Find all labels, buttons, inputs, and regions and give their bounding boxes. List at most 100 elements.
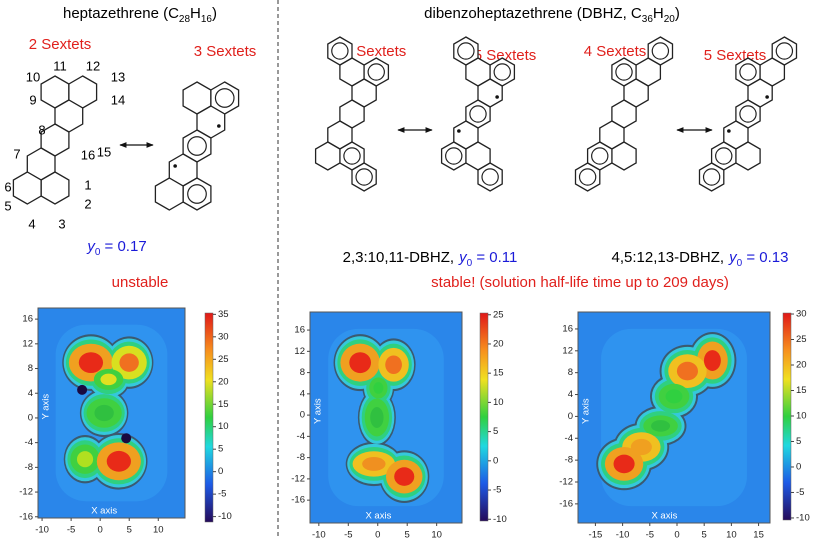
atom-number: 13 — [111, 69, 125, 84]
sextet-label: 5 Sextets — [704, 47, 767, 64]
x-axis-label: X axis — [91, 506, 117, 517]
text-part: ) — [675, 5, 680, 22]
aromatic-sextet — [469, 105, 487, 123]
subscript: 16 — [201, 14, 213, 25]
ring — [771, 36, 798, 66]
y-tick-label: -4 — [565, 433, 573, 444]
x-axis-label: X axis — [365, 511, 391, 522]
subscript: 0 — [737, 258, 743, 269]
molecule — [154, 81, 240, 211]
y-tick-label: 16 — [294, 325, 305, 336]
y-tick-label: 12 — [562, 345, 573, 356]
aromatic-sextet — [481, 168, 499, 186]
y-tick-label: -8 — [565, 455, 573, 466]
sextet-label: 4 Sextets — [584, 43, 647, 60]
contour-field — [310, 312, 462, 523]
atom-number: 9 — [29, 92, 36, 107]
ring — [477, 162, 503, 192]
sextet-label: 4 Sextets — [344, 43, 407, 60]
contour-minimum — [77, 384, 88, 395]
colorbar-tick-label: 5 — [218, 444, 223, 455]
y-tick-label: -16 — [19, 511, 33, 522]
y-tick-label: 4 — [28, 388, 33, 399]
ring — [698, 162, 725, 192]
aromatic-sextet — [739, 105, 757, 123]
subscript: 0 — [95, 247, 101, 258]
contour-plot: -15 -10 -5 0 5 10 15 16 12 8 4 0 -4 -8 -12 -16 X axis Y a… — [559, 309, 809, 539]
contour-peak — [78, 352, 104, 373]
x-tick-label: 0 — [98, 525, 103, 536]
ring — [351, 162, 377, 192]
contour-peak — [362, 456, 386, 471]
colorbar-tick-label: 20 — [218, 376, 229, 387]
isomer-label: 2,3:10,11-DBHZ, y0 = 0.11 — [343, 249, 518, 269]
text-part: dibenzoheptazethrene (DBHZ, C — [424, 5, 642, 22]
text-part: y — [458, 249, 468, 266]
colorbar-tick-label: 30 — [796, 309, 807, 320]
sextet-label: 2 Sextets — [29, 36, 92, 53]
subscript: 28 — [179, 14, 191, 25]
atom-number: 2 — [84, 196, 91, 211]
x-tick-label: 5 — [702, 530, 707, 539]
atom-number: 16 — [81, 147, 95, 162]
aromatic-sextet — [715, 147, 733, 165]
ring — [12, 171, 42, 205]
colorbar-tick-label: 15 — [218, 399, 229, 410]
contour-peak — [76, 451, 94, 468]
colorbar-tick-label: -5 — [218, 489, 226, 500]
ring — [574, 162, 601, 192]
y-axis-label: Y axis — [313, 398, 324, 424]
atom-number: 11 — [53, 58, 67, 73]
aromatic-sextet — [331, 42, 349, 60]
contour-field — [578, 312, 770, 523]
ring — [154, 177, 184, 211]
colorbar-tick-label: 0 — [796, 461, 801, 472]
y-tick-label: 16 — [562, 323, 573, 334]
x-tick-label: -5 — [344, 530, 352, 539]
stability-note: stable! (solution half-life time up to 2… — [431, 274, 729, 291]
x-tick-label: -10 — [35, 525, 49, 536]
colorbar-tick-label: -5 — [493, 485, 501, 496]
text-part: heptazethrene (C — [63, 5, 179, 22]
y-tick-label: 0 — [568, 411, 573, 422]
subscript: 36 — [642, 14, 654, 25]
text-part: = 0.11 — [472, 249, 517, 266]
aromatic-sextet — [591, 147, 609, 165]
x-tick-label: 0 — [674, 530, 679, 539]
contour-field — [38, 308, 185, 518]
contour-peak — [394, 467, 415, 486]
aromatic-sextet — [651, 42, 670, 60]
text-part: = 0.17 — [100, 238, 146, 255]
y-tick-label: -8 — [25, 462, 33, 473]
isomer-name: 4,5:12,13-DBHZ, — [612, 249, 725, 266]
sextet-label: 5 Sextets — [474, 47, 537, 64]
contour-peak — [703, 350, 721, 371]
molecule — [12, 75, 98, 205]
text-part: y — [86, 238, 96, 255]
x-tick-label: -10 — [312, 530, 326, 539]
contour-peak — [385, 355, 402, 375]
atom-number: 1 — [84, 177, 91, 192]
y-tick-label: 12 — [294, 346, 305, 357]
colorbar-tick-label: -10 — [218, 511, 232, 522]
atom-number: 5 — [4, 198, 11, 213]
contour-peak — [106, 450, 131, 472]
aromatic-sextet — [457, 42, 475, 60]
atom-number: 8 — [38, 122, 45, 137]
aromatic-sextet — [187, 136, 207, 156]
plot-frame — [309, 311, 463, 524]
y-tick-label: 0 — [28, 412, 33, 423]
contour-peak — [349, 352, 372, 374]
colorbar-tick-label: 0 — [493, 455, 498, 466]
aromatic-sextet — [187, 184, 207, 204]
colorbar-tick-label: -10 — [796, 512, 810, 523]
aromatic-sextet — [343, 147, 361, 165]
colorbar-tick-label: 25 — [218, 354, 229, 365]
aromatic-sextet — [578, 168, 597, 186]
plot-frame — [37, 307, 186, 519]
y-tick-label: 16 — [22, 314, 33, 325]
colorbar-tick-label: -5 — [796, 487, 804, 498]
colorbar-tick-label: 15 — [796, 385, 807, 396]
section-title: heptazethrene (C28H16) — [63, 5, 217, 25]
